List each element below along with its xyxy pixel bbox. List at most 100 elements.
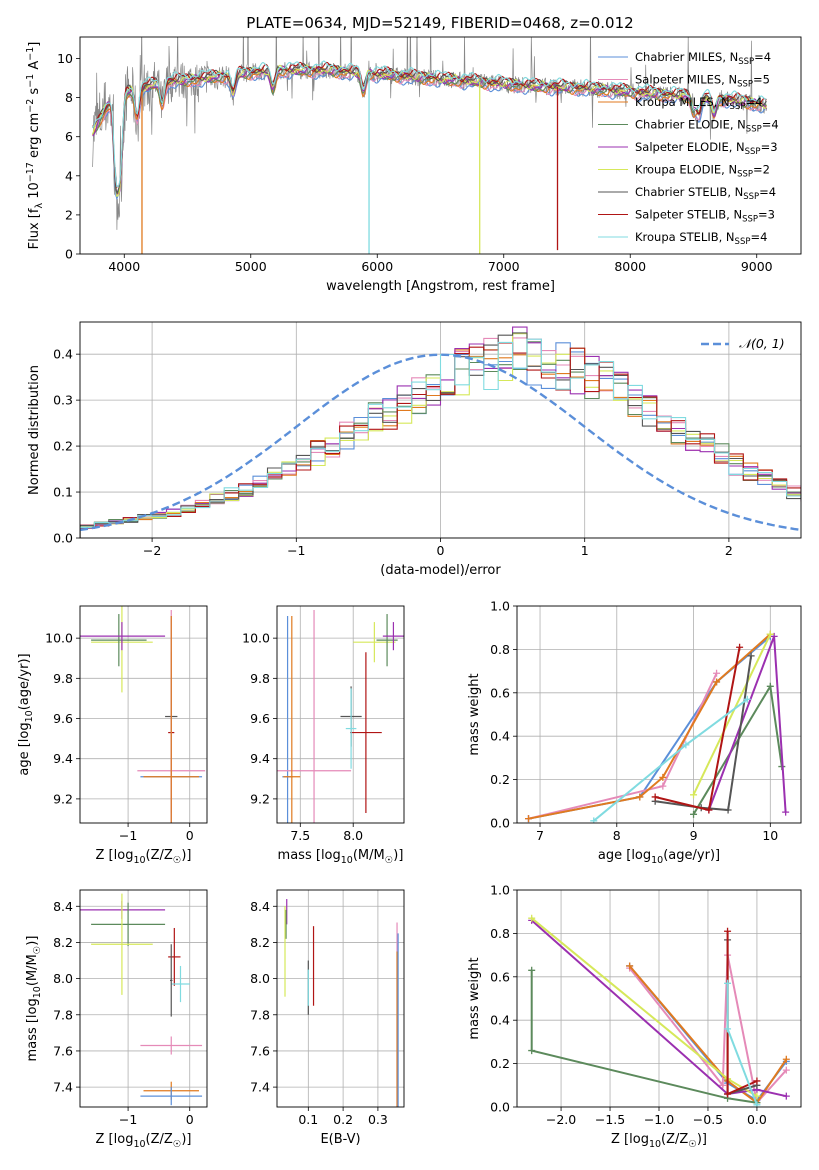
- label-part: −2: [25, 99, 36, 113]
- y-tick-label: 2: [65, 207, 73, 222]
- weight-marker: [770, 632, 778, 640]
- weight-marker: [719, 1081, 727, 1089]
- plot-area-mass_vs_ebv: [277, 890, 404, 1107]
- legend-name: Kroupa ELODIE, N: [635, 163, 737, 177]
- x-tick-label: 8: [613, 828, 621, 843]
- y-tick-label: 0.0: [490, 816, 510, 831]
- y-tick-label: 9.6: [250, 711, 270, 726]
- legend-name: Salpeter ELODIE, N: [635, 140, 745, 154]
- y-tick-label: 9.2: [53, 791, 73, 806]
- legend-nssp: =3: [758, 208, 775, 222]
- axes-spectrum: 4000 5000 6000 7000 8000 9000 0 2 4 6 8 10 wavelengt…: [25, 36, 802, 294]
- x-tick-label: 7000: [488, 259, 520, 274]
- x-tick-label: −1: [119, 828, 137, 843]
- weight-marker: [724, 1090, 732, 1098]
- label-part: −1: [25, 74, 36, 88]
- label-part: 10: [651, 855, 663, 866]
- y-tick-label: 8.0: [250, 971, 270, 986]
- label-part: M: [25, 954, 40, 965]
- label-part: mass [: [278, 848, 321, 863]
- plot-area-age_vs_Z: [80, 606, 207, 823]
- label-part: λ: [34, 203, 45, 209]
- axes-residuals: −2 −1 0 1 2 0.0 0.1 0.2 0.3 0.4 (data-model)/error…: [27, 321, 802, 578]
- y-tick-label: 0.4: [490, 729, 510, 744]
- y-tick-label: 8.4: [250, 899, 270, 914]
- y-axis-label: mass weight: [467, 673, 482, 755]
- label-part: Z: [164, 1132, 173, 1147]
- normal-curve: [80, 353, 801, 532]
- weight-marker: [528, 914, 536, 922]
- label-part: log: [17, 722, 32, 742]
- label-part: Z: [164, 848, 173, 863]
- label-part: ☉: [385, 855, 394, 866]
- label-part: log: [25, 998, 40, 1018]
- plot-area-mass_vs_Z: [80, 890, 207, 1107]
- axes-mass_vs_ebv: 0.1 0.2 0.3 7.4 7.6 7.8 8.0 8.2 8.4 E(B-V): [250, 889, 405, 1147]
- label-part: )]: [697, 1132, 707, 1147]
- x-tick-label: −1.5: [595, 1112, 625, 1127]
- axes-age_vs_Z: −1 09.29.49.69.810.0Z [log10(Z/Z☉)]age [l…: [17, 605, 208, 866]
- legend-label-normal: 𝒩(0, 1): [739, 336, 785, 351]
- weight-marker: [724, 806, 732, 814]
- label-part: )]: [25, 936, 40, 946]
- label-part: ]: [27, 42, 42, 47]
- label-part: 10: [133, 1139, 145, 1150]
- weight-marker: [724, 979, 732, 987]
- plot-area-residuals: [80, 322, 801, 538]
- x-tick-label: 0.3: [368, 1112, 388, 1127]
- figure-title: PLATE=0634, MJD=52149, FIBERID=0468, z=0…: [246, 14, 633, 32]
- x-axis-label: E(B-V): [320, 1132, 360, 1147]
- errorbar-chabrier-elodie: [376, 614, 398, 667]
- axes-frame: [276, 605, 405, 824]
- label-part: 10: [32, 986, 43, 998]
- x-tick-label: 9: [690, 828, 698, 843]
- x-tick-label: −2.0: [546, 1112, 576, 1127]
- legend-sub: SSP: [743, 192, 759, 202]
- x-axis-label: Z [log10(Z/Z☉)]: [611, 1132, 707, 1150]
- errorbar-chabrier-elodie: [91, 902, 166, 947]
- y-tick-label: 1.0: [490, 883, 510, 898]
- weight-marker: [782, 1092, 790, 1100]
- axes-age_vs_mass: 7.5 8.0 9.2 9.4 9.6 9.8 10.0 mass [log10(M/M☉)]: [242, 605, 405, 866]
- x-tick-label: 5000: [235, 259, 267, 274]
- errorbar-chabrier-miles: [140, 1087, 203, 1106]
- label-part: mass weight: [467, 673, 482, 755]
- label-part: −17: [25, 162, 36, 182]
- model-line-kroupa-stelib: [92, 60, 767, 188]
- errorbar-salpeter-stelib: [168, 927, 181, 986]
- label-part: −1: [25, 47, 36, 61]
- errorbar-kroupa-miles: [143, 616, 199, 823]
- legend-nssp: =5: [753, 73, 770, 87]
- weight-marker: [636, 793, 644, 801]
- y-tick-label: 0.8: [490, 642, 510, 657]
- label-part: log: [321, 848, 341, 863]
- y-tick-label: 0.1: [53, 485, 73, 500]
- axes-frame: [276, 889, 405, 1108]
- legend-label: Salpeter ELODIE, NSSP=3: [635, 140, 778, 157]
- legend-label: Kroupa ELODIE, NSSP=2: [635, 163, 770, 180]
- y-tick-label: 7.8: [53, 1007, 73, 1022]
- axes-weight_vs_Z: −2.0 −1.5 −1.0 −0.5 0.0 0.0 0.2 0.4 0.6 0.8 1.0 Z […: [467, 883, 802, 1150]
- label-part: Flux [: [27, 213, 42, 249]
- errorbar-chabrier-elodie: [91, 614, 147, 667]
- weight-marker: [782, 1055, 790, 1063]
- label-part: 10: [24, 710, 35, 722]
- weight-marker: [651, 793, 659, 801]
- x-tick-label: 0: [186, 1112, 194, 1127]
- label-part: 10: [649, 1139, 661, 1150]
- model-line-chabrier-stelib: [92, 62, 767, 195]
- legend-label: Kroupa MILES, NSSP=4: [635, 95, 762, 112]
- legend-sub: SSP: [737, 170, 753, 180]
- weight-marker: [659, 782, 667, 790]
- y-tick-label: 7.8: [250, 1007, 270, 1022]
- weight-marker: [682, 741, 690, 749]
- label-part: 10: [27, 182, 42, 203]
- weight-marker: [659, 773, 667, 781]
- weight-marker: [690, 810, 698, 818]
- y-tick-label: 0.3: [53, 393, 73, 408]
- errorbar-salpeter-elodie: [382, 622, 404, 651]
- legend-sub: SSP: [738, 57, 754, 67]
- y-tick-label: 8.2: [250, 935, 270, 950]
